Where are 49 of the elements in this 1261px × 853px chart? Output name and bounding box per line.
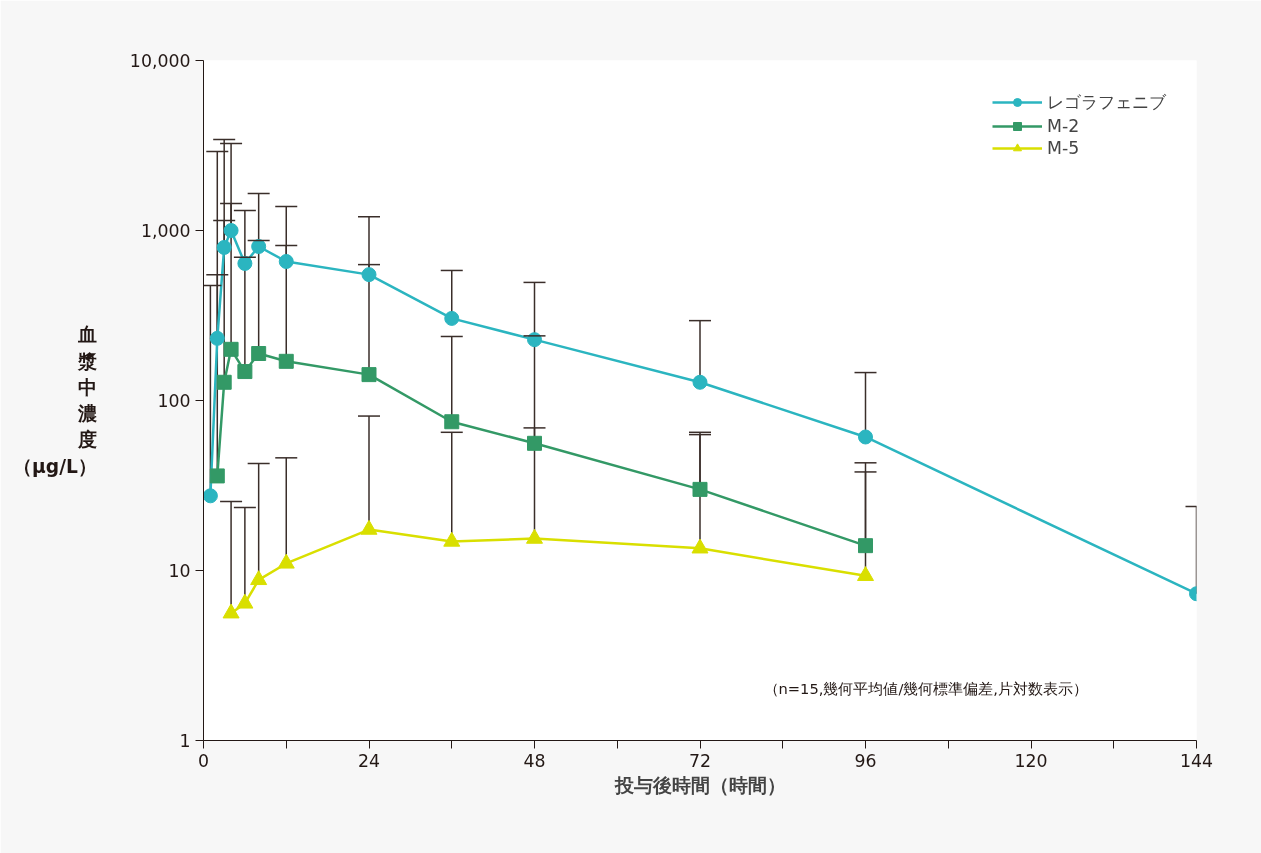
point <box>278 353 294 369</box>
point <box>236 593 254 609</box>
x-axis-title: 投与後時間（時間） <box>613 774 786 796</box>
point <box>251 346 267 361</box>
point <box>237 364 253 380</box>
legend-label: M-2 <box>1047 116 1080 136</box>
point <box>361 267 377 283</box>
annotation: （n=15,幾何平均値/幾何標準偏差,片対数表示） <box>763 680 1088 697</box>
point <box>526 528 543 544</box>
point <box>858 429 873 445</box>
x-tick-label: 72 <box>688 750 712 771</box>
point <box>223 223 239 238</box>
y-tick-label: 1,000 <box>140 221 191 241</box>
point <box>216 374 232 390</box>
x-tick-label: 48 <box>523 750 546 771</box>
point <box>251 239 267 254</box>
point <box>444 310 460 326</box>
x-tick-label: 24 <box>357 750 381 771</box>
point <box>527 435 542 451</box>
point <box>443 531 461 547</box>
point <box>237 255 253 271</box>
x-tick-label: 120 <box>1014 750 1048 771</box>
point <box>216 239 232 255</box>
point <box>277 553 295 569</box>
x-tick-label: 96 <box>854 750 877 771</box>
y-tick-label: 100 <box>157 391 191 411</box>
y-axis-title: 血漿中濃度（μg/L） <box>13 324 97 477</box>
point <box>209 330 225 346</box>
point <box>223 341 239 357</box>
point <box>858 538 873 554</box>
point <box>691 538 709 554</box>
point <box>692 374 708 390</box>
point <box>203 488 218 504</box>
x-tick-label: 0 <box>197 750 210 771</box>
x-tick-label: 144 <box>1179 750 1214 771</box>
legend-label: レゴラフェニブ <box>1047 91 1166 114</box>
y-tick-label: 10,000 <box>129 51 191 71</box>
y-tick-label: 10 <box>168 561 191 581</box>
legend-label: M-5 <box>1047 138 1080 158</box>
point <box>278 254 294 269</box>
point <box>361 367 377 383</box>
point <box>360 519 378 535</box>
point <box>857 566 874 581</box>
y-tick-label: 1 <box>179 731 191 751</box>
point <box>250 570 268 586</box>
point <box>444 414 460 430</box>
point <box>692 481 708 497</box>
point <box>209 468 225 484</box>
point <box>222 603 240 619</box>
